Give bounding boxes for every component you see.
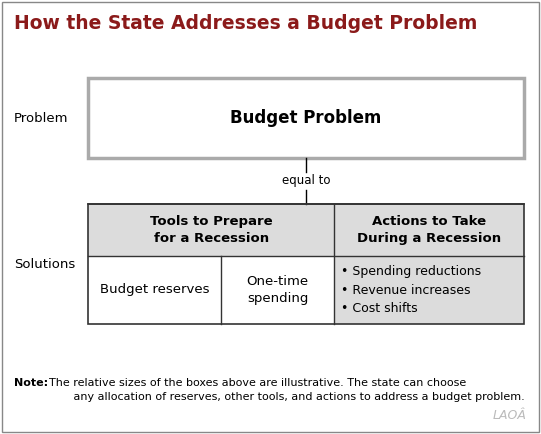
Bar bbox=[221, 256, 334, 324]
Text: LAOÂ: LAOÂ bbox=[493, 409, 527, 422]
Text: One-time
spending: One-time spending bbox=[247, 275, 309, 305]
Text: How the State Addresses a Budget Problem: How the State Addresses a Budget Problem bbox=[14, 14, 477, 33]
Text: Problem: Problem bbox=[14, 112, 69, 125]
Bar bbox=[88, 204, 524, 324]
Bar bbox=[88, 78, 524, 158]
Text: Actions to Take
During a Recession: Actions to Take During a Recession bbox=[357, 215, 501, 245]
Text: Note:: Note: bbox=[14, 378, 48, 388]
Text: equal to: equal to bbox=[282, 174, 330, 187]
Bar bbox=[88, 256, 221, 324]
Text: The relative sizes of the boxes above are illustrative. The state can choose
   : The relative sizes of the boxes above ar… bbox=[42, 378, 525, 401]
Text: Budget Problem: Budget Problem bbox=[230, 109, 382, 127]
Text: • Spending reductions
• Revenue increases
• Cost shifts: • Spending reductions • Revenue increase… bbox=[341, 265, 481, 315]
Text: Budget reserves: Budget reserves bbox=[100, 283, 209, 296]
Bar bbox=[334, 256, 524, 324]
Text: Solutions: Solutions bbox=[14, 257, 75, 270]
Bar bbox=[334, 204, 524, 256]
Text: Tools to Prepare
for a Recession: Tools to Prepare for a Recession bbox=[150, 215, 273, 245]
Bar bbox=[88, 204, 334, 256]
